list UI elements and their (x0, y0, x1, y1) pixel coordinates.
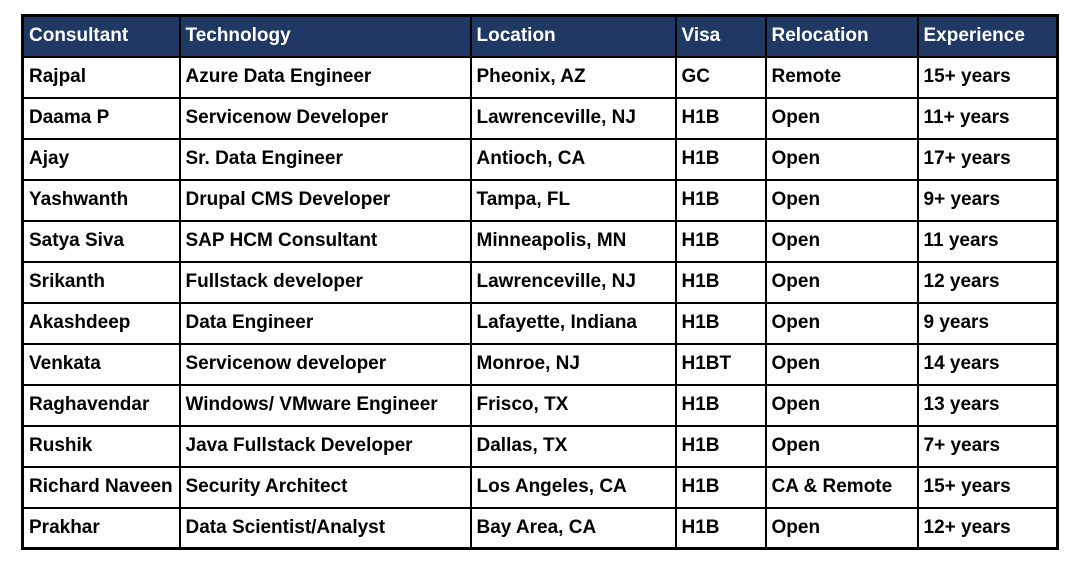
cell-consultant: Prakhar (21, 506, 181, 550)
cell-technology: SAP HCM Consultant (178, 219, 472, 263)
table-row: Akashdeep Data Engineer Lafayette, Indiana… (21, 301, 1059, 345)
cell-consultant: Rushik (21, 424, 181, 468)
cell-visa: H1B (674, 424, 767, 468)
cell-technology: Windows/ VMware Engineer (178, 383, 472, 427)
cell-consultant: Daama P (21, 96, 181, 140)
cell-location: Frisco, TX (469, 383, 677, 427)
cell-experience: 11 years (916, 219, 1059, 263)
table-row: Srikanth Fullstack developer Lawrenceville… (21, 260, 1059, 304)
cell-relocation: CA & Remote (764, 465, 919, 509)
cell-experience: 14 years (916, 342, 1059, 386)
cell-location: Lawrenceville, NJ (469, 260, 677, 304)
cell-location: Bay Area, CA (469, 506, 677, 550)
table-header-row: Consultant Technology Location Visa Relocati… (21, 14, 1059, 58)
cell-consultant: Akashdeep (21, 301, 181, 345)
column-header-location: Location (469, 14, 677, 58)
cell-experience: 11+ years (916, 96, 1059, 140)
column-header-relocation: Relocation (764, 14, 919, 58)
cell-location: Lawrenceville, NJ (469, 96, 677, 140)
column-header-consultant: Consultant (21, 14, 181, 58)
cell-relocation: Remote (764, 55, 919, 99)
cell-visa: H1B (674, 96, 767, 140)
column-header-experience: Experience (916, 14, 1059, 58)
cell-technology: Fullstack developer (178, 260, 472, 304)
column-header-technology: Technology (178, 14, 472, 58)
cell-experience: 12+ years (916, 506, 1059, 550)
cell-location: Antioch, CA (469, 137, 677, 181)
cell-visa: H1B (674, 178, 767, 222)
cell-visa: GC (674, 55, 767, 99)
cell-technology: Security Architect (178, 465, 472, 509)
cell-consultant: Yashwanth (21, 178, 181, 222)
cell-relocation: Open (764, 342, 919, 386)
consultants-table: Consultant Technology Location Visa Relocati… (21, 14, 1059, 550)
table-row: Yashwanth Drupal CMS Developer Tampa, FL H1… (21, 178, 1059, 222)
cell-location: Dallas, TX (469, 424, 677, 468)
cell-location: Pheonix, AZ (469, 55, 677, 99)
column-header-visa: Visa (674, 14, 767, 58)
cell-technology: Servicenow developer (178, 342, 472, 386)
cell-experience: 15+ years (916, 55, 1059, 99)
cell-technology: Java Fullstack Developer (178, 424, 472, 468)
cell-relocation: Open (764, 137, 919, 181)
cell-experience: 13 years (916, 383, 1059, 427)
cell-visa: H1B (674, 260, 767, 304)
cell-experience: 12 years (916, 260, 1059, 304)
cell-relocation: Open (764, 178, 919, 222)
table-body: Rajpal Azure Data Engineer Pheonix, AZ GC Re… (21, 55, 1059, 550)
cell-location: Tampa, FL (469, 178, 677, 222)
cell-relocation: Open (764, 301, 919, 345)
table-row: Ajay Sr. Data Engineer Antioch, CA H1B Open 1… (21, 137, 1059, 181)
cell-technology: Data Engineer (178, 301, 472, 345)
table-row: Raghavendar Windows/ VMware Engineer Frisc… (21, 383, 1059, 427)
cell-experience: 9 years (916, 301, 1059, 345)
cell-technology: Azure Data Engineer (178, 55, 472, 99)
cell-visa: H1B (674, 301, 767, 345)
cell-consultant: Richard Naveen (21, 465, 181, 509)
cell-experience: 7+ years (916, 424, 1059, 468)
cell-consultant: Satya Siva (21, 219, 181, 263)
cell-experience: 17+ years (916, 137, 1059, 181)
cell-visa: H1BT (674, 342, 767, 386)
cell-consultant: Venkata (21, 342, 181, 386)
cell-visa: H1B (674, 383, 767, 427)
table-row: Satya Siva SAP HCM Consultant Minneapolis,… (21, 219, 1059, 263)
cell-technology: Sr. Data Engineer (178, 137, 472, 181)
table-row: Venkata Servicenow developer Monroe, NJ H1B… (21, 342, 1059, 386)
cell-location: Monroe, NJ (469, 342, 677, 386)
table-row: Richard Naveen Security Architect Los Ange… (21, 465, 1059, 509)
cell-visa: H1B (674, 506, 767, 550)
cell-relocation: Open (764, 219, 919, 263)
cell-consultant: Rajpal (21, 55, 181, 99)
cell-relocation: Open (764, 96, 919, 140)
table-row: Rushik Java Fullstack Developer Dallas, TX… (21, 424, 1059, 468)
cell-experience: 15+ years (916, 465, 1059, 509)
cell-visa: H1B (674, 137, 767, 181)
cell-relocation: Open (764, 260, 919, 304)
table-row: Prakhar Data Scientist/Analyst Bay Area, C… (21, 506, 1059, 550)
cell-consultant: Ajay (21, 137, 181, 181)
cell-visa: H1B (674, 465, 767, 509)
cell-consultant: Raghavendar (21, 383, 181, 427)
cell-technology: Servicenow Developer (178, 96, 472, 140)
cell-relocation: Open (764, 424, 919, 468)
cell-relocation: Open (764, 383, 919, 427)
cell-visa: H1B (674, 219, 767, 263)
cell-technology: Data Scientist/Analyst (178, 506, 472, 550)
table-row: Rajpal Azure Data Engineer Pheonix, AZ GC Re… (21, 55, 1059, 99)
cell-experience: 9+ years (916, 178, 1059, 222)
cell-consultant: Srikanth (21, 260, 181, 304)
cell-location: Lafayette, Indiana (469, 301, 677, 345)
cell-technology: Drupal CMS Developer (178, 178, 472, 222)
cell-relocation: Open (764, 506, 919, 550)
cell-location: Los Angeles, CA (469, 465, 677, 509)
table-row: Daama P Servicenow Developer Lawrenceville… (21, 96, 1059, 140)
cell-location: Minneapolis, MN (469, 219, 677, 263)
